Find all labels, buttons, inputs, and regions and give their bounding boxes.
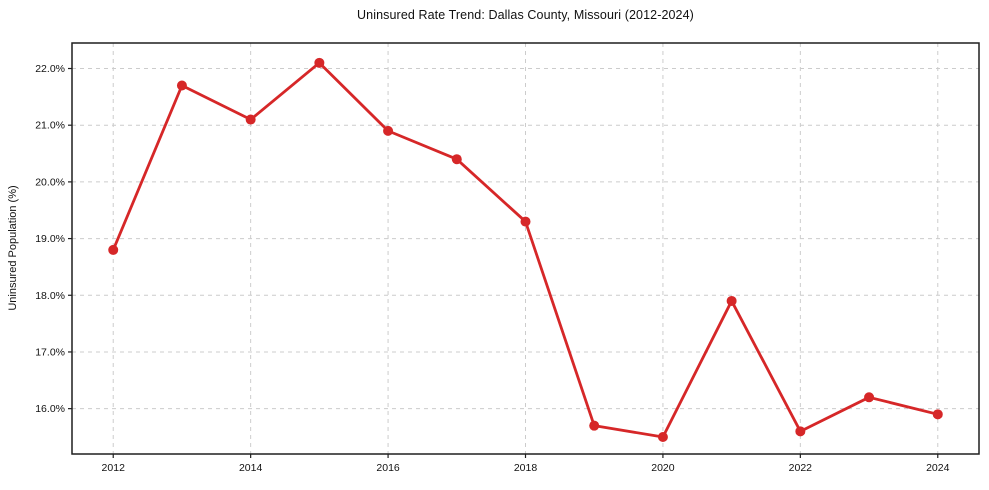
x-tick-label: 2016 xyxy=(376,462,400,474)
x-tick-label: 2012 xyxy=(102,462,126,474)
y-tick-label: 18.0% xyxy=(35,290,65,302)
x-tick-label: 2024 xyxy=(926,462,950,474)
data-point-2014 xyxy=(245,114,256,125)
data-point-2023 xyxy=(864,392,875,403)
y-tick-label: 17.0% xyxy=(35,346,65,358)
x-tick-label: 2014 xyxy=(239,462,263,474)
data-point-2017 xyxy=(451,154,462,165)
data-point-2015 xyxy=(314,57,325,68)
y-tick-label: 21.0% xyxy=(35,120,65,132)
x-tick-label: 2022 xyxy=(789,462,813,474)
data-point-2013 xyxy=(176,80,187,91)
chart-title: Uninsured Rate Trend: Dallas County, Mis… xyxy=(357,8,694,22)
x-tick-label: 2018 xyxy=(514,462,538,474)
y-tick-label: 16.0% xyxy=(35,403,65,415)
y-tick-label: 22.0% xyxy=(35,63,65,75)
data-point-2024 xyxy=(932,409,943,420)
y-tick-label: 19.0% xyxy=(35,233,65,245)
x-tick-label: 2020 xyxy=(651,462,675,474)
data-point-2021 xyxy=(726,295,737,306)
data-point-2018 xyxy=(520,216,531,227)
y-tick-label: 20.0% xyxy=(35,176,65,188)
data-point-2022 xyxy=(795,426,806,437)
data-point-2020 xyxy=(657,431,668,442)
plot-border xyxy=(71,42,980,455)
data-point-2019 xyxy=(589,420,600,431)
data-point-2016 xyxy=(383,125,394,136)
data-point-2012 xyxy=(108,244,119,255)
